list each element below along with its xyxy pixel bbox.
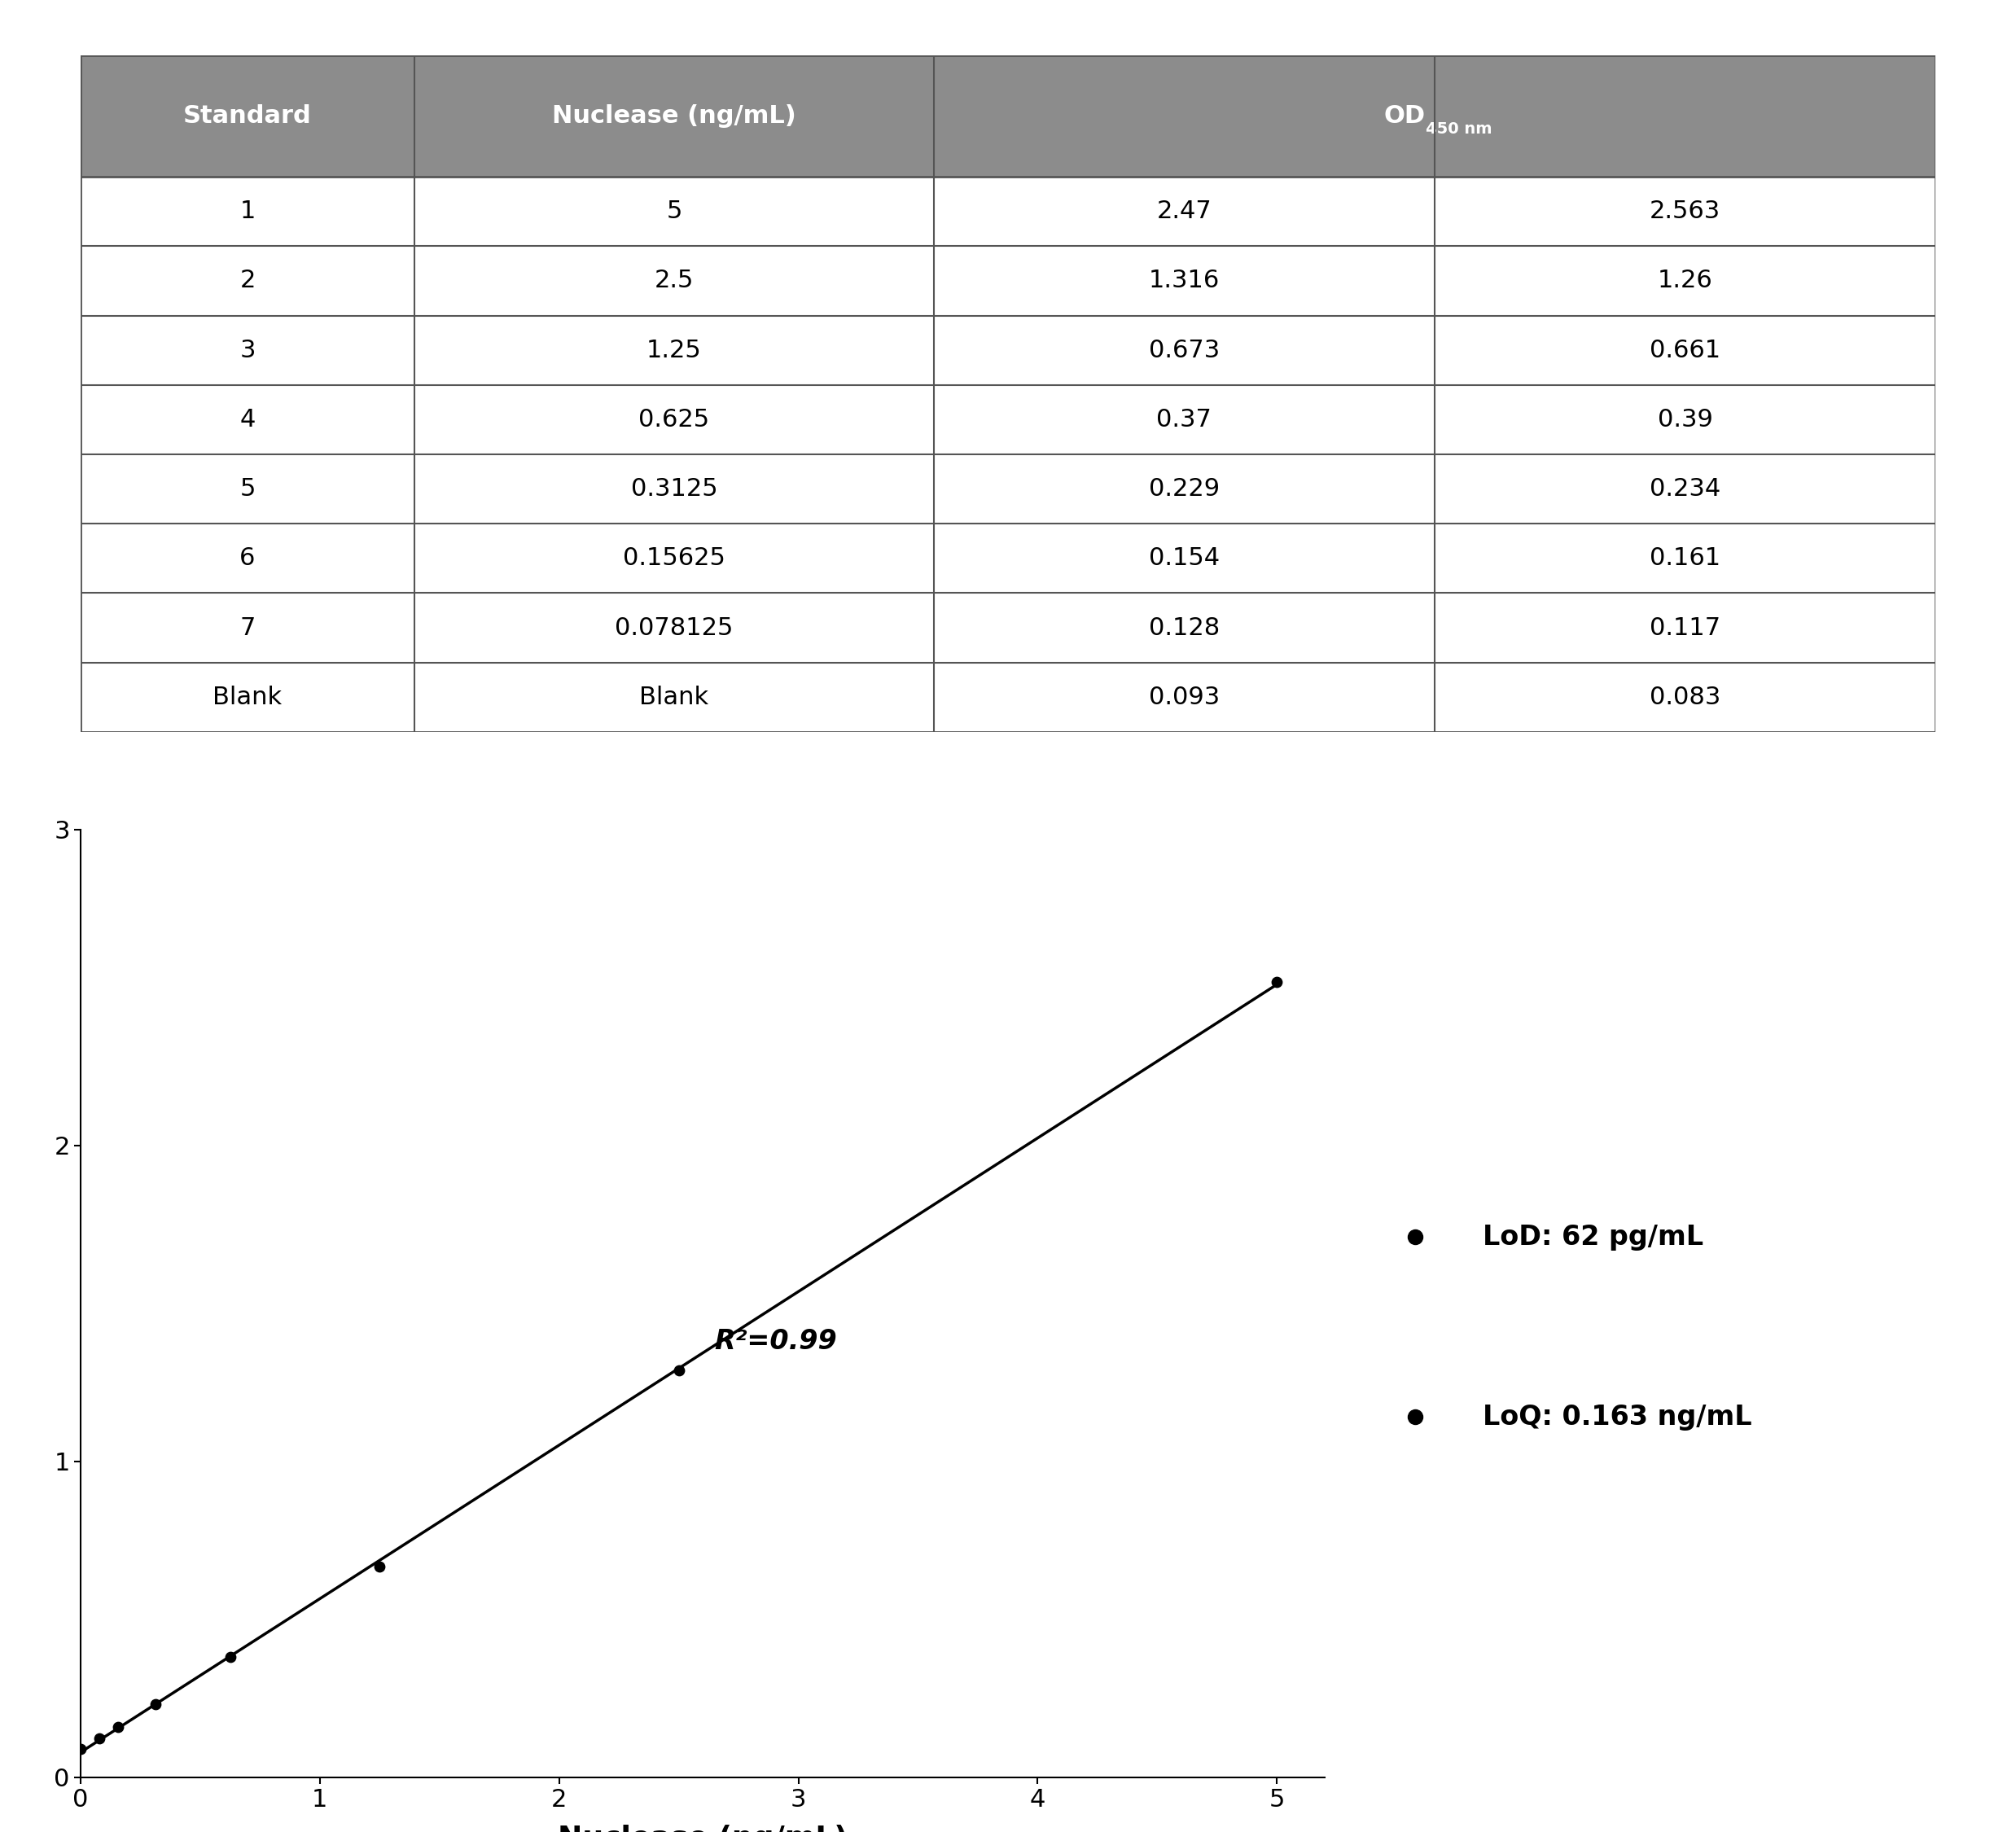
Text: 2.563: 2.563 [1649,200,1720,224]
Bar [81,178,1935,245]
Text: 1.316: 1.316 [1149,269,1220,293]
Point [363,1552,395,1581]
Text: 0.3125: 0.3125 [631,476,718,500]
Text: 0.093: 0.093 [1149,685,1220,709]
Point [103,1713,135,1742]
Text: 0.37: 0.37 [1157,409,1212,432]
Text: OD: OD [1383,104,1425,128]
Text: Nuclease (ng/mL): Nuclease (ng/mL) [552,104,796,128]
Bar [81,385,1935,454]
Bar [81,245,1935,315]
Text: 0.154: 0.154 [1149,546,1220,570]
Bar [81,55,415,178]
Point [663,1356,696,1385]
Text: 1.25: 1.25 [647,339,702,363]
Text: 0.161: 0.161 [1649,546,1720,570]
Point [83,1724,115,1753]
Bar [933,55,1935,178]
Text: 7: 7 [240,616,256,639]
Point [139,1689,171,1718]
Bar [81,454,1935,524]
X-axis label: Nuclease (ng/mL): Nuclease (ng/mL) [558,1825,847,1832]
Text: 0.15625: 0.15625 [623,546,726,570]
Text: 450 nm: 450 nm [1425,121,1492,137]
Text: 0.625: 0.625 [639,409,710,432]
Bar [81,315,1935,385]
Text: 0.673: 0.673 [1149,339,1220,363]
Text: 0.39: 0.39 [1657,409,1714,432]
Point [1260,967,1292,997]
Bar [81,524,1935,594]
Text: 0.661: 0.661 [1649,339,1720,363]
Text: 6: 6 [240,546,256,570]
Text: 1: 1 [240,200,256,224]
Text: 0.117: 0.117 [1649,616,1720,639]
Text: 2.5: 2.5 [655,269,694,293]
Point [65,1735,97,1764]
Text: 1.26: 1.26 [1657,269,1712,293]
Bar [81,594,1935,663]
Text: 0.078125: 0.078125 [615,616,734,639]
Point [214,1641,246,1671]
Text: LoQ: 0.163 ng/mL: LoQ: 0.163 ng/mL [1484,1403,1752,1431]
Text: Standard: Standard [183,104,312,128]
Text: 0.234: 0.234 [1649,476,1720,500]
Text: 3: 3 [240,339,256,363]
Text: 5: 5 [240,476,256,500]
Text: 2.47: 2.47 [1157,200,1212,224]
Text: 0.128: 0.128 [1149,616,1220,639]
Text: Blank: Blank [639,685,710,709]
Text: 2: 2 [240,269,256,293]
Bar [415,55,933,178]
Text: 4: 4 [240,409,256,432]
Bar [81,663,1935,731]
Text: LoD: 62 pg/mL: LoD: 62 pg/mL [1484,1224,1704,1249]
Text: R²=0.99: R²=0.99 [714,1328,837,1354]
Text: Blank: Blank [214,685,282,709]
Text: 0.083: 0.083 [1649,685,1720,709]
Text: 0.229: 0.229 [1149,476,1220,500]
Text: 5: 5 [665,200,681,224]
